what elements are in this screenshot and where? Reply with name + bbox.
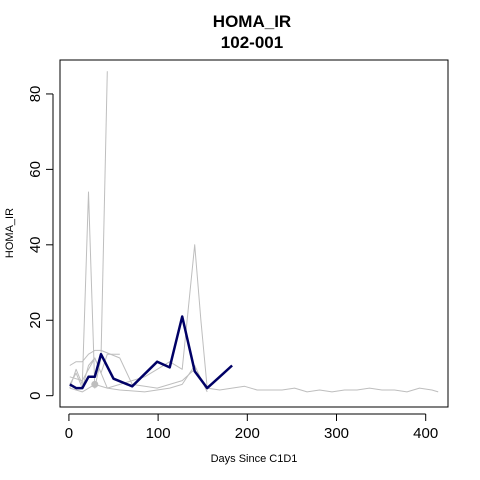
x-axis: 0 100 200 300 400 xyxy=(65,413,438,442)
highlight-series-line xyxy=(69,315,233,390)
chart-title: HOMA_IR xyxy=(213,12,291,31)
y-axis: 0 20 40 60 80 xyxy=(27,86,54,400)
chart-subtitle: 102-001 xyxy=(221,33,283,52)
x-tick-label: 300 xyxy=(324,425,349,442)
y-axis-label: HOMA_IR xyxy=(4,208,16,258)
x-tick-label: 200 xyxy=(235,425,260,442)
series-layer xyxy=(69,71,439,393)
background-series-line xyxy=(69,353,120,389)
plot-frame xyxy=(59,59,449,408)
y-tick-label: 40 xyxy=(27,236,44,253)
y-tick-label: 60 xyxy=(27,161,44,178)
x-tick-label: 0 xyxy=(65,425,73,442)
x-tick-label: 400 xyxy=(413,425,438,442)
x-tick-label: 100 xyxy=(146,425,171,442)
background-series-line xyxy=(69,71,108,389)
background-series-line xyxy=(69,244,439,393)
background-series-line xyxy=(69,349,196,389)
x-axis-label: Days Since C1D1 xyxy=(211,453,298,465)
data-point-marker xyxy=(91,380,99,388)
background-series-line xyxy=(69,365,208,393)
y-tick-label: 80 xyxy=(27,86,44,103)
y-tick-label: 20 xyxy=(27,312,44,329)
y-tick-label: 0 xyxy=(27,392,44,400)
